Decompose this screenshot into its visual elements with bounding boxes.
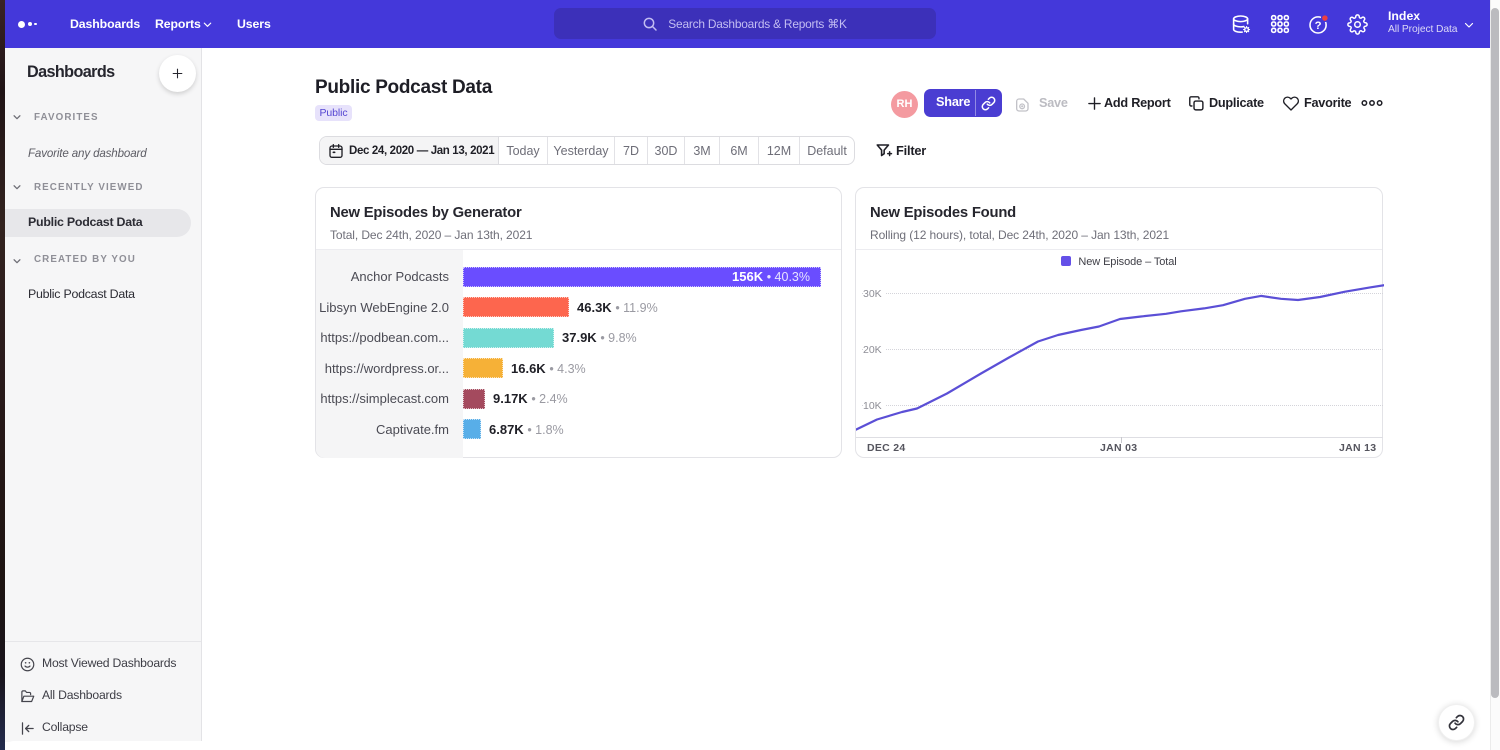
svg-text:?: ? <box>1315 20 1322 32</box>
